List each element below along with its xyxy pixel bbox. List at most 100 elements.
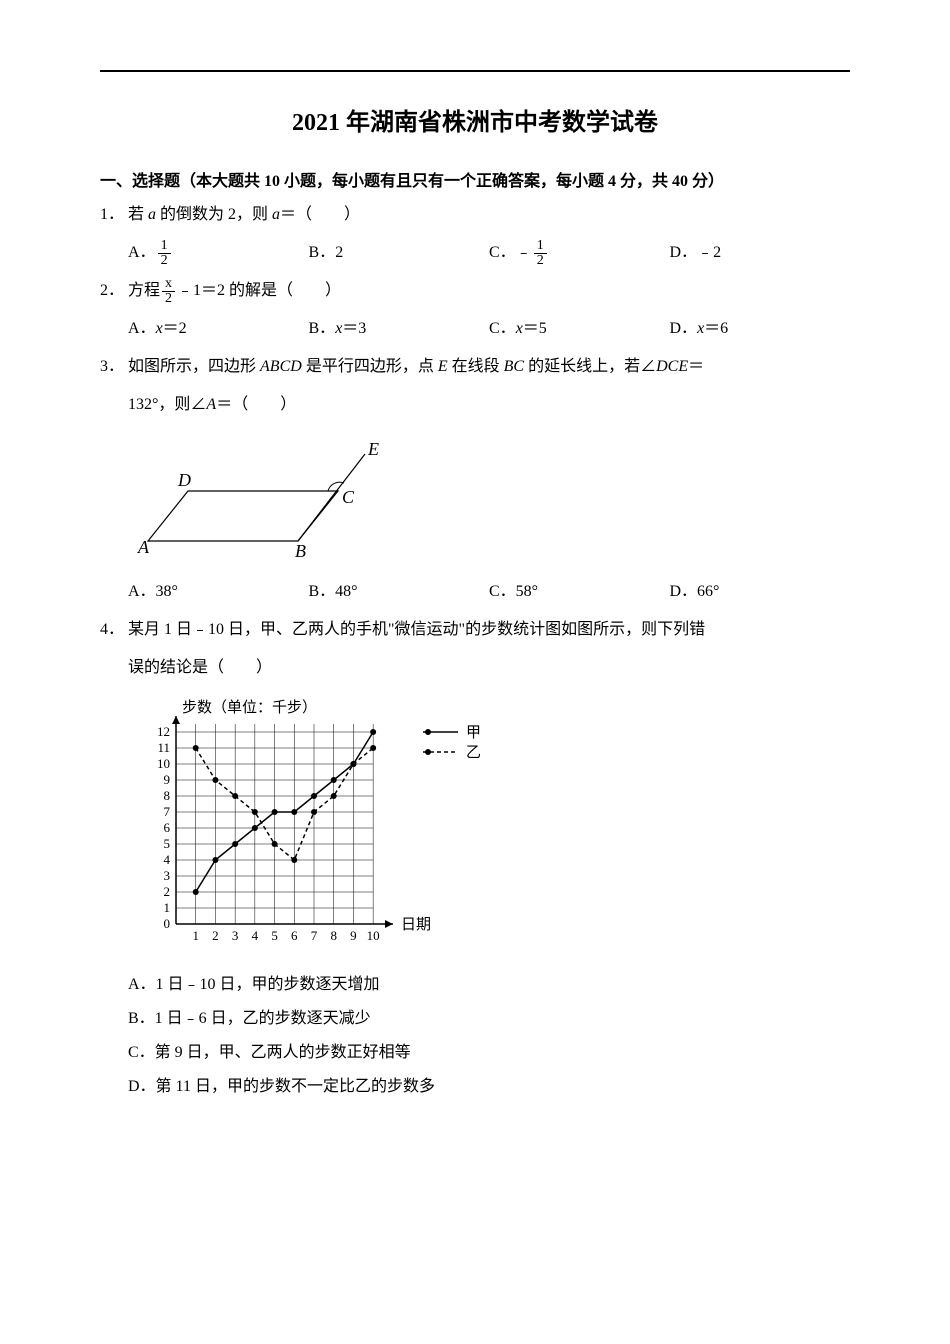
q2-options: A． x ＝2 B． x ＝3 C． x ＝5 D． x ＝6 xyxy=(128,313,850,345)
top-rule xyxy=(100,70,850,72)
frac-num: x xyxy=(162,277,175,292)
q1-optA-label: A． xyxy=(128,237,156,269)
svg-text:9: 9 xyxy=(164,772,171,787)
q2-optA-val: ＝2 xyxy=(163,313,187,345)
q1-option-d: D． ﹣2 xyxy=(670,237,851,269)
q1-optB-label: B． xyxy=(309,237,336,269)
q3-line2-a: 132°，则∠ xyxy=(128,396,206,413)
svg-text:7: 7 xyxy=(164,804,171,819)
q3-text-b: 是平行四边形，点 xyxy=(302,358,438,375)
frac-den: 2 xyxy=(162,292,175,306)
svg-text:10: 10 xyxy=(157,756,170,771)
q4-option-c: C．第 9 日，甲、乙两人的步数正好相等 xyxy=(128,1037,878,1069)
exam-page: 2021 年湖南省株洲市中考数学试卷 一、选择题（本大题共 10 小题，每小题有… xyxy=(0,0,950,1344)
frac-num: 1 xyxy=(534,239,547,254)
q4-text-a: 某月 1 日﹣10 日，甲、乙两人的手机"微信运动"的步数统计图如图所示，则下列… xyxy=(128,621,705,638)
q4-option-b: B．1 日﹣6 日，乙的步数逐天减少 xyxy=(128,1003,878,1035)
q2-optC-val: ＝5 xyxy=(523,313,547,345)
label-E: E xyxy=(367,439,379,459)
q1-var-b: a xyxy=(272,206,280,223)
parallelogram-svg: A B C D E xyxy=(128,431,388,561)
label-A: A xyxy=(137,537,150,557)
svg-text:5: 5 xyxy=(271,928,278,943)
svg-text:7: 7 xyxy=(311,928,318,943)
q1-var-a: a xyxy=(148,206,156,223)
question-3: 3． 如图所示，四边形 ABCD 是平行四边形，点 E 在线段 BC 的延长线上… xyxy=(100,351,850,383)
svg-text:4: 4 xyxy=(164,852,171,867)
question-2: 2． 方程 x 2 ﹣1＝2 的解是（ ） xyxy=(100,275,850,307)
label-D: D xyxy=(177,470,191,490)
q3-options: A．38° B．48° C．58° D．66° xyxy=(128,576,850,608)
svg-text:3: 3 xyxy=(164,868,171,883)
question-4-line2: 误的结论是（ ） xyxy=(128,652,850,684)
q3-option-a: A．38° xyxy=(128,576,309,608)
svg-text:4: 4 xyxy=(252,928,259,943)
q3-text-c: 在线段 xyxy=(448,358,504,375)
q2-optD-val: ＝6 xyxy=(704,313,728,345)
q1-optC-prefix: ﹣ xyxy=(516,237,532,269)
fraction: x 2 xyxy=(162,277,175,306)
q2-option-c: C． x ＝5 xyxy=(489,313,670,345)
q3-abcd: ABCD xyxy=(260,358,302,375)
q2-optC-var: x xyxy=(516,313,523,345)
svg-text:11: 11 xyxy=(157,740,170,755)
svg-text:2: 2 xyxy=(212,928,219,943)
section-1-header: 一、选择题（本大题共 10 小题，每小题有且只有一个正确答案，每小题 4 分，共… xyxy=(100,167,850,191)
q1-text-c: ＝（ ） xyxy=(280,206,360,223)
q3-option-b: B．48° xyxy=(309,576,490,608)
q3-option-d: D．66° xyxy=(670,576,851,608)
q1-options: A． 1 2 B． 2 C． ﹣ 1 2 D． ﹣2 xyxy=(128,237,850,269)
svg-text:12: 12 xyxy=(157,724,170,739)
q2-optC-label: C． xyxy=(489,313,516,345)
q2-optB-var: x xyxy=(335,313,342,345)
question-3-line2: 132°，则∠A＝（ ） xyxy=(128,389,850,421)
q1-text-a: 若 xyxy=(128,206,148,223)
q4-option-a: A．1 日﹣10 日，甲的步数逐天增加 xyxy=(128,969,878,1001)
question-1: 1． 若 a 的倒数为 2，则 a＝（ ） xyxy=(100,199,850,231)
q3-option-c: C．58° xyxy=(489,576,670,608)
frac-den: 2 xyxy=(534,254,547,268)
q2-optA-label: A． xyxy=(128,313,156,345)
q2-option-a: A． x ＝2 xyxy=(128,313,309,345)
q1-option-a: A． 1 2 xyxy=(128,237,309,269)
svg-text:8: 8 xyxy=(330,928,337,943)
q4-option-d: D．第 11 日，甲的步数不一定比乙的步数多 xyxy=(128,1071,878,1103)
q2-optB-label: B． xyxy=(309,313,336,345)
svg-text:10: 10 xyxy=(367,928,380,943)
q2-option-b: B． x ＝3 xyxy=(309,313,490,345)
q2-optD-label: D． xyxy=(670,313,698,345)
label-B: B xyxy=(295,541,306,561)
q3-e: E xyxy=(438,358,448,375)
q3-figure: A B C D E xyxy=(128,431,850,566)
svg-text:5: 5 xyxy=(164,836,171,851)
q1-optD-label: D． xyxy=(670,237,698,269)
q1-optD-val: ﹣2 xyxy=(697,237,721,269)
svg-text:1: 1 xyxy=(164,900,171,915)
question-4: 4． 某月 1 日﹣10 日，甲、乙两人的手机"微信运动"的步数统计图如图所示，… xyxy=(100,614,850,646)
q3-text-d: 的延长线上，若∠ xyxy=(524,358,656,375)
q1-number: 1． xyxy=(100,206,124,223)
q2-option-d: D． x ＝6 xyxy=(670,313,851,345)
q3-number: 3． xyxy=(100,358,124,375)
q2-text-b: ﹣1＝2 的解是（ ） xyxy=(177,282,341,299)
exam-title: 2021 年湖南省株洲市中考数学试卷 xyxy=(100,102,850,137)
q4-figure: 123456789100123456789101112步数（单位：千步）日期甲乙 xyxy=(128,694,850,959)
frac-den: 2 xyxy=(158,254,171,268)
q1-option-c: C． ﹣ 1 2 xyxy=(489,237,670,269)
q2-optD-var: x xyxy=(697,313,704,345)
parallelogram xyxy=(148,491,338,541)
svg-text:日期: 日期 xyxy=(401,916,431,933)
q1-optC-label: C． xyxy=(489,237,516,269)
q4-line2: 误的结论是（ ） xyxy=(128,659,272,676)
label-C: C xyxy=(342,487,355,507)
q3-line2-b: ＝（ ） xyxy=(216,396,296,413)
q3-dce: DCE xyxy=(656,358,688,375)
q1-option-b: B． 2 xyxy=(309,237,490,269)
q2-optB-val: ＝3 xyxy=(342,313,366,345)
q1-optB-val: 2 xyxy=(335,237,343,269)
q1-text-b: 的倒数为 2，则 xyxy=(156,206,272,223)
q3-bc: BC xyxy=(504,358,524,375)
svg-text:6: 6 xyxy=(164,820,171,835)
frac-num: 1 xyxy=(158,239,171,254)
q3-var-a: A xyxy=(206,396,216,413)
